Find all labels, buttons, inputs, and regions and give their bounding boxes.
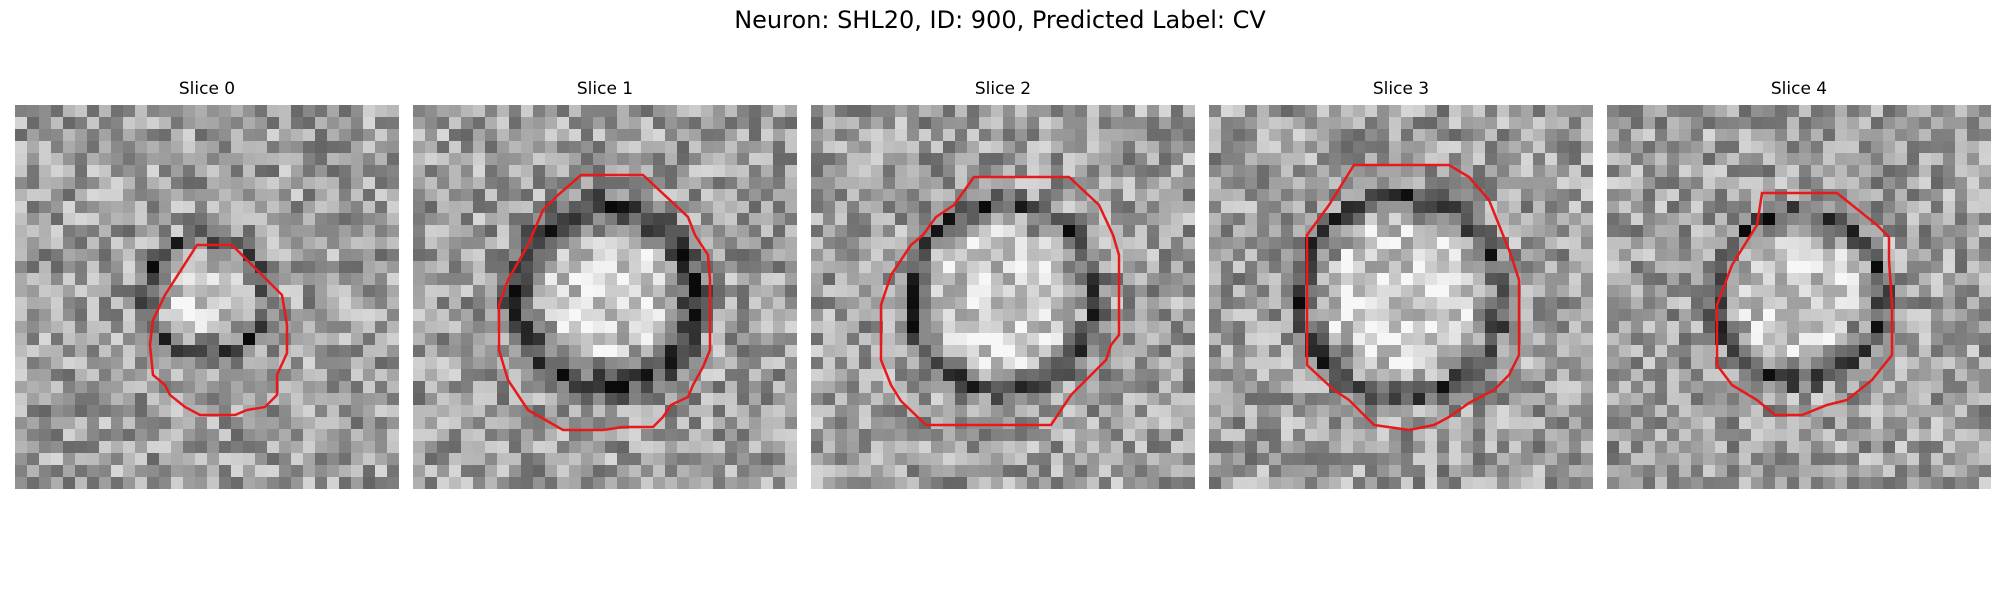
figure-title: Neuron: SHL20, ID: 900, Predicted Label:… — [734, 6, 1266, 34]
slice-title-0: Slice 0 — [178, 79, 236, 99]
slice-image-2 — [811, 105, 1195, 489]
slice-title-1: Slice 1 — [576, 79, 634, 99]
slice-title-4: Slice 4 — [1770, 79, 1828, 99]
slice-image-0 — [15, 105, 399, 489]
slice-title-2: Slice 2 — [974, 79, 1032, 99]
slice-image-1 — [413, 105, 797, 489]
slice-panel-1: Slice 1 — [413, 79, 797, 489]
slice-panel-0: Slice 0 — [15, 79, 399, 489]
slice-panel-3: Slice 3 — [1209, 79, 1593, 489]
slice-title-3: Slice 3 — [1372, 79, 1430, 99]
slice-panel-2: Slice 2 — [811, 79, 1195, 489]
slice-panel-4: Slice 4 — [1607, 79, 1991, 489]
slice-image-3 — [1209, 105, 1593, 489]
slice-image-4 — [1607, 105, 1991, 489]
